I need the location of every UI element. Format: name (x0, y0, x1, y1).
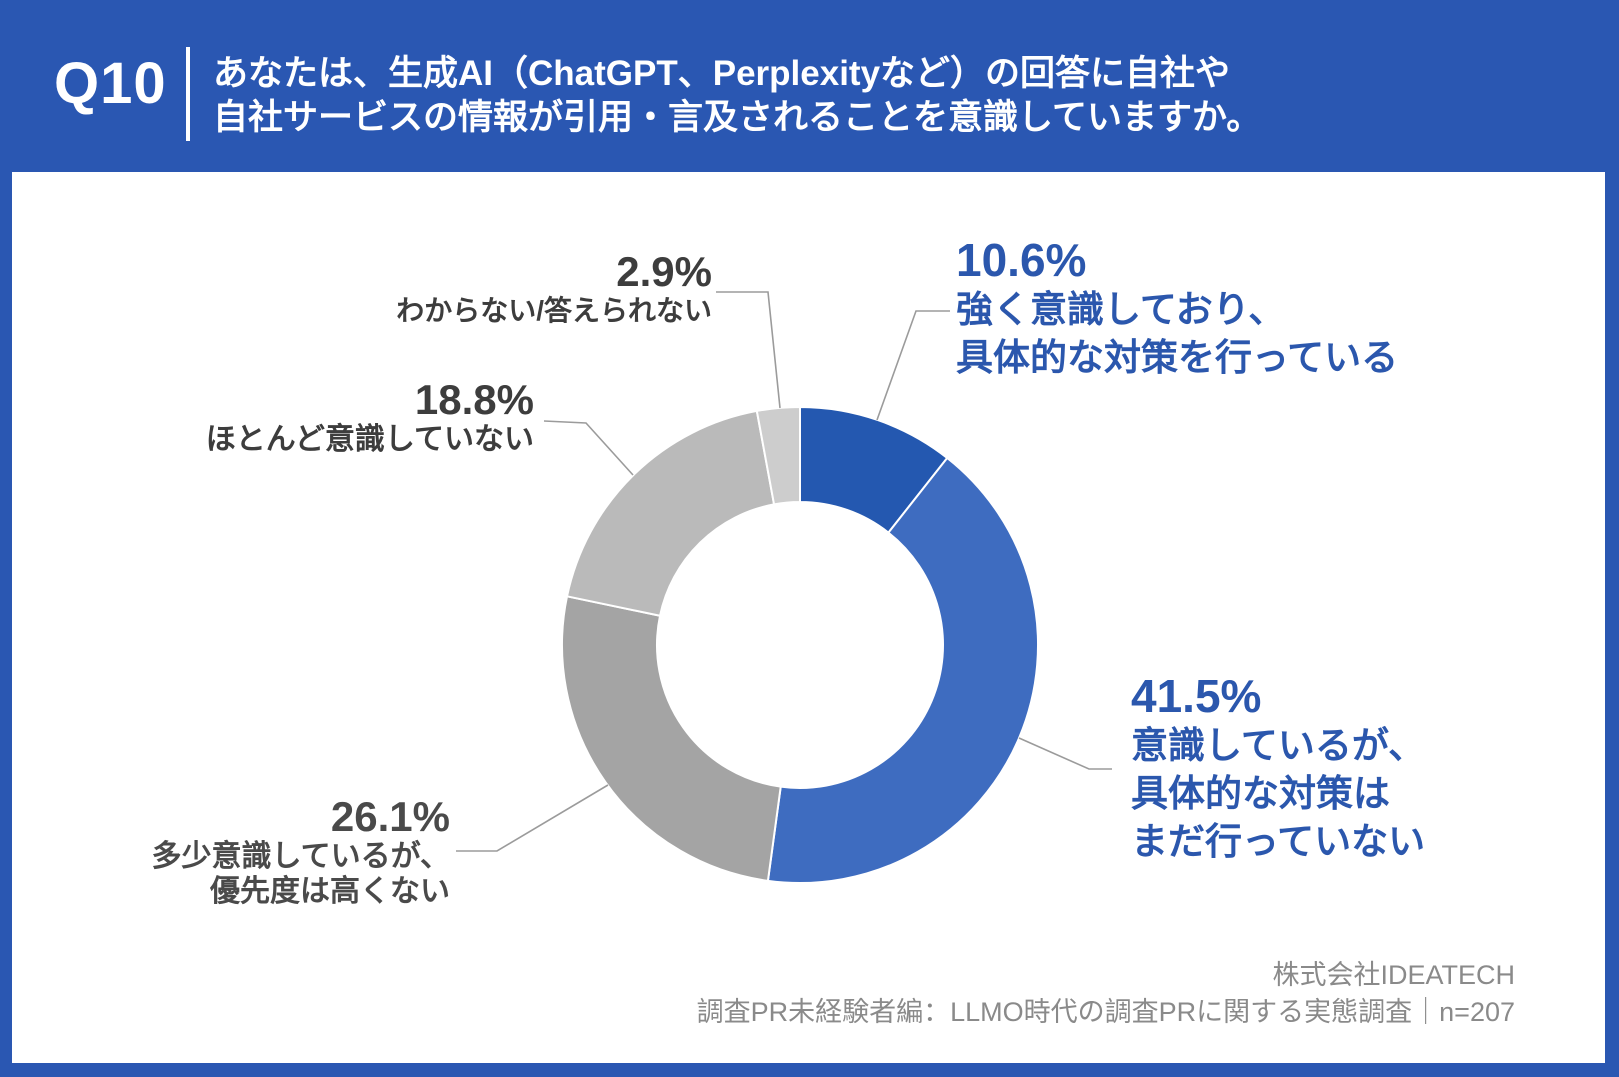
footer-company: 株式会社IDEATECH (1272, 960, 1515, 990)
donut-slice-4 (755, 406, 801, 506)
callout-slight-line2: 優先度は高くない (210, 875, 450, 908)
leader-lines (456, 291, 1112, 852)
donut-slice-3 (566, 409, 776, 617)
question-title-line1: あなたは、生成AI（ChatGPT、Perplexityなど）の回答に自社や (213, 54, 1231, 93)
callout-aware-line2: 具体的な対策は (1131, 773, 1390, 814)
donut-slice-1 (766, 456, 1040, 884)
callout-strong: 10.6% 強く意識しており、 具体的な対策を行っている (956, 234, 1398, 382)
callout-aware: 41.5% 意識しているが、 具体的な対策は まだ行っていない (1131, 670, 1425, 866)
callout-little: 18.8% ほとんど意識していない (206, 378, 534, 457)
callout-strong-pct: 10.6% (956, 234, 1087, 286)
chart-panel (12, 172, 1605, 1063)
footer-source: 調査PR未経験者編：LLMO時代の調査PRに関する実態調査｜n=207 (696, 997, 1515, 1027)
leader-line-little (543, 420, 634, 476)
donut-slices (561, 406, 1040, 884)
callout-unknown-pct: 2.9% (616, 248, 712, 295)
callout-strong-line2: 具体的な対策を行っている (956, 337, 1399, 378)
callout-aware-line1: 意識しているが、 (1131, 725, 1426, 766)
question-number: Q10 (54, 51, 167, 116)
callout-slight: 26.1% 多少意識しているが、 優先度は高くない (152, 795, 451, 909)
callout-little-line1: ほとんど意識していない (205, 423, 534, 456)
callout-slight-line1: 多少意識しているが、 (151, 840, 451, 873)
leader-line-slight (456, 784, 609, 852)
leader-line-strong (876, 310, 950, 421)
question-title: あなたは、生成AI（ChatGPT、Perplexityなど）の回答に自社や 自… (213, 52, 1261, 140)
callout-little-pct: 18.8% (414, 376, 534, 423)
question-title-line2: 自社サービスの情報が引用・言及されることを意識していますか。 (213, 98, 1262, 137)
callout-unknown-line1: わからない/答えられない (396, 295, 712, 326)
callout-aware-pct: 41.5% (1131, 670, 1262, 722)
callout-slight-pct: 26.1% (330, 793, 450, 840)
footer: 株式会社IDEATECH 調査PR未経験者編：LLMO時代の調査PRに関する実態… (697, 957, 1515, 1031)
callout-aware-line3: まだ行っていない (1131, 821, 1426, 862)
donut-slice-2 (561, 595, 782, 882)
leader-line-aware (1018, 737, 1112, 770)
leader-line-unknown (716, 291, 781, 409)
callout-unknown: 2.9% わからない/答えられない (396, 250, 712, 327)
header-divider (186, 47, 190, 141)
callout-strong-line1: 強く意識しており、 (956, 289, 1286, 330)
